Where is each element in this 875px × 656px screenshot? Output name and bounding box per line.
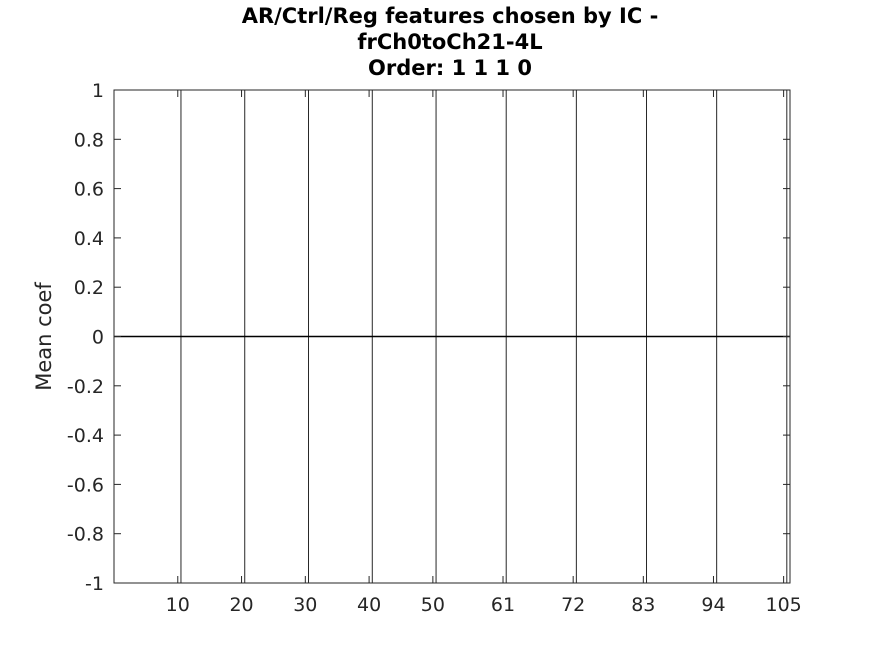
y-tick-label-6: 0.2 bbox=[74, 277, 104, 299]
y-tick-label-7: 0.4 bbox=[74, 228, 104, 250]
y-axis-label: Mean coef bbox=[32, 282, 56, 391]
x-tick-label-3: 40 bbox=[357, 594, 381, 616]
y-tick-label-5: 0 bbox=[92, 327, 104, 349]
y-tick-label-8: 0.6 bbox=[74, 179, 104, 201]
title-line-1: AR/Ctrl/Reg features chosen by IC - bbox=[242, 4, 659, 28]
x-tick-label-0: 10 bbox=[166, 594, 190, 616]
x-tick-label-2: 30 bbox=[293, 594, 317, 616]
x-tick-label-9: 105 bbox=[765, 594, 801, 616]
x-tick-label-7: 83 bbox=[631, 594, 655, 616]
y-tick-label-1: -0.8 bbox=[67, 524, 104, 546]
title-line-3: Order: 1 1 1 0 bbox=[368, 56, 532, 80]
y-ticks: -1 -0.8 -0.6 -0.4 -0.2 0 0.2 0.4 0.6 0.8 1 bbox=[67, 80, 790, 595]
x-tick-label-4: 50 bbox=[421, 594, 445, 616]
x-tick-label-1: 20 bbox=[229, 594, 253, 616]
y-tick-label-10: 1 bbox=[92, 80, 104, 102]
chart-title: AR/Ctrl/Reg features chosen by IC - frCh… bbox=[242, 4, 659, 80]
x-ticks: 10 20 30 40 50 61 72 83 94 105 bbox=[166, 90, 802, 616]
y-tick-label-9: 0.8 bbox=[74, 129, 104, 151]
title-line-2: frCh0toCh21-4L bbox=[357, 30, 542, 54]
y-tick-label-0: -1 bbox=[85, 573, 104, 595]
y-tick-label-3: -0.4 bbox=[67, 425, 104, 447]
y-tick-label-4: -0.2 bbox=[67, 376, 104, 398]
y-tick-label-2: -0.6 bbox=[67, 474, 104, 496]
x-tick-label-6: 72 bbox=[561, 594, 585, 616]
x-tick-label-8: 94 bbox=[701, 594, 725, 616]
x-tick-label-5: 61 bbox=[491, 594, 515, 616]
